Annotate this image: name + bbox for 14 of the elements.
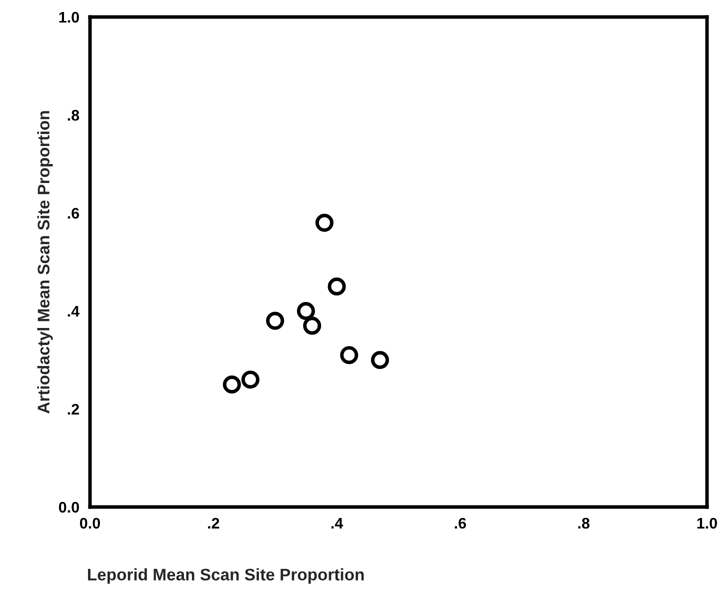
y-tick-label: .8 xyxy=(68,110,80,121)
x-tick-label: 0.0 xyxy=(80,518,100,529)
x-tick-label: .6 xyxy=(454,518,466,529)
x-tick-label: .8 xyxy=(578,518,590,529)
x-axis-title: Leporid Mean Scan Site Proportion xyxy=(88,568,364,584)
y-tick-label: 0.0 xyxy=(58,502,79,513)
y-axis-title: Artiodactyl Mean Scan Site Proportion xyxy=(37,111,53,414)
y-tick-label: .2 xyxy=(68,404,79,415)
y-tick-label: .6 xyxy=(68,208,80,219)
x-tick-label: 1.0 xyxy=(697,518,717,529)
y-tick-label: 1.0 xyxy=(59,12,79,23)
y-tick-label: .4 xyxy=(68,306,80,317)
x-tick-label: .4 xyxy=(331,518,344,528)
x-tick-label: .2 xyxy=(208,518,220,528)
